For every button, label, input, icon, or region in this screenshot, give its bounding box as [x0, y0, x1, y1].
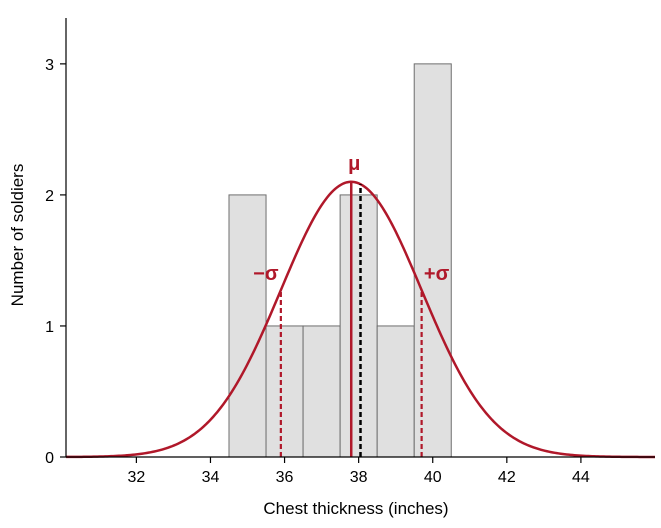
y-tick-label: 2 — [45, 188, 54, 205]
x-tick-label: 32 — [127, 469, 145, 486]
histogram-bar-6 — [413, 63, 452, 458]
histogram-bar-1 — [228, 194, 267, 458]
plus-sigma-label: +σ — [424, 263, 450, 285]
axes — [65, 18, 655, 458]
x-tick-label: 44 — [572, 469, 590, 486]
x-tick-label: 38 — [350, 469, 368, 486]
minus-sigma-label: −σ — [253, 263, 279, 285]
x-tick-label: 40 — [424, 469, 442, 486]
y-axis-label: Number of soldiers — [8, 164, 27, 307]
histogram-bar-5 — [376, 325, 415, 458]
x-tick-label: 34 — [202, 469, 220, 486]
x-axis-label: Chest thickness (inches) — [263, 499, 448, 518]
histogram-bar-2 — [265, 325, 304, 458]
histogram-bar-4 — [339, 194, 378, 458]
mu-label: μ — [348, 153, 360, 175]
x-tick-label: 36 — [276, 469, 294, 486]
y-tick-label: 0 — [45, 450, 54, 467]
y-tick-label: 3 — [45, 57, 54, 74]
histogram-bars — [228, 63, 452, 458]
histogram-bar-3 — [302, 325, 341, 458]
x-tick-label: 42 — [498, 469, 516, 486]
marker-lines — [279, 181, 423, 457]
y-tick-label: 1 — [45, 319, 54, 336]
tick-labels: 32 34 36 38 40 42 44 0 1 2 3 — [45, 57, 590, 486]
